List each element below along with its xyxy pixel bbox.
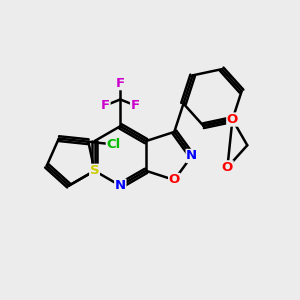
Text: F: F bbox=[116, 76, 125, 90]
Text: N: N bbox=[115, 179, 126, 192]
Text: N: N bbox=[186, 149, 197, 162]
Text: F: F bbox=[101, 99, 110, 112]
Text: O: O bbox=[222, 161, 233, 174]
Text: O: O bbox=[227, 113, 238, 126]
Text: F: F bbox=[130, 99, 140, 112]
Text: S: S bbox=[90, 164, 99, 177]
Text: Cl: Cl bbox=[106, 138, 121, 151]
Text: O: O bbox=[169, 173, 180, 187]
